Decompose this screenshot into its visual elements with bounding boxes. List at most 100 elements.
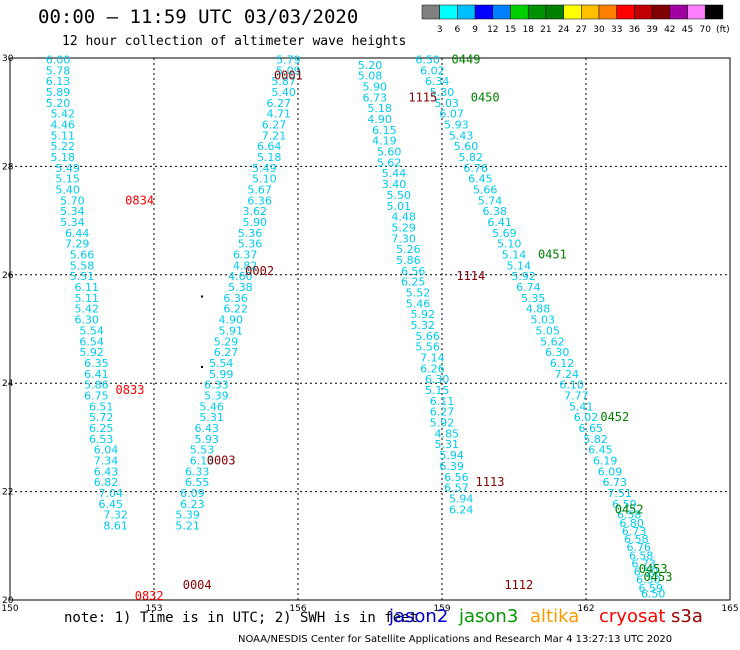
legend-tick-label: 27 [576, 25, 587, 35]
data-point: 5.03 [531, 314, 556, 327]
legend-tick-label: 39 [646, 25, 658, 35]
data-point: 5.86 [396, 254, 421, 267]
data-point: 6.50 [415, 53, 440, 66]
y-tick-label: 28 [2, 162, 14, 172]
data-point: 6.19 [593, 455, 618, 468]
data-point: 5.92 [430, 417, 455, 430]
data-point: 5.18 [367, 102, 392, 115]
data-point: 4.60 [228, 270, 253, 283]
data-point: 5.18 [51, 151, 76, 164]
data-point: 5.86 [84, 379, 109, 392]
data-point: 7.32 [103, 509, 128, 522]
data-point: 6.12 [550, 357, 575, 370]
data-point: 6.36 [223, 292, 248, 305]
time-label: 1112 [504, 578, 533, 592]
data-point: 5.49 [252, 162, 277, 175]
data-point: 5.29 [214, 335, 239, 348]
data-point: 5.26 [396, 243, 421, 256]
data-point: 6.09 [180, 487, 205, 500]
data-point: 6.51 [89, 400, 114, 413]
data-point: 5.09 [276, 64, 301, 77]
data-point: 5.51 [70, 270, 95, 283]
data-point: 5.31 [199, 411, 224, 424]
data-point: 5.20 [358, 59, 383, 72]
data-point: 5.11 [75, 292, 100, 305]
data-point: 5.54 [79, 324, 104, 337]
data-point: 5.36 [238, 227, 263, 240]
data-point: 7.21 [262, 129, 287, 142]
legend-tick-label: 12 [487, 25, 498, 35]
time-label: 0453 [639, 562, 668, 576]
data-point: 5.10 [497, 238, 522, 251]
data-point: 6.76 [463, 162, 488, 175]
data-point: 6.56 [401, 265, 426, 278]
data-point: 5.91 [219, 324, 244, 337]
mission-label-jason3: jason3 [459, 606, 519, 627]
data-point: 6.56 [444, 471, 469, 484]
marker-dot [201, 295, 203, 298]
data-point: 6.58 [617, 509, 642, 522]
data-point: 5.11 [51, 129, 76, 142]
time-label: 1114 [456, 269, 485, 283]
data-point: 5.22 [51, 140, 76, 153]
legend-swatch [527, 4, 547, 20]
data-point: 7.29 [65, 238, 90, 251]
mission-label-altika: altika [530, 606, 580, 627]
data-point: 6.27 [430, 406, 455, 419]
legend-tick-label: 15 [505, 25, 516, 35]
time-label: 1115 [408, 90, 437, 104]
data-point: 5.05 [535, 324, 560, 337]
data-point: 5.18 [257, 151, 282, 164]
data-point: 5.15 [425, 384, 450, 397]
time-labels: 0001 0002 0003 0004 0834 0833 0832 1115 1114 1113… [116, 52, 673, 603]
data-point: 6.57 [444, 482, 469, 495]
data-point: 6.38 [483, 205, 508, 218]
data-point: 6.23 [180, 498, 205, 511]
data-point: 6.10 [559, 379, 584, 392]
data-point: 5.34 [60, 216, 85, 229]
data-point: 5.70 [60, 194, 85, 207]
x-tick-label: 165 [721, 604, 738, 614]
data-point: 5.82 [583, 433, 608, 446]
legend-tick-label: 45 [682, 25, 693, 35]
data-point: 5.94 [439, 449, 464, 462]
data-point: 4.90 [367, 113, 392, 126]
data-point: 5.42 [75, 303, 100, 316]
data-point: 5.53 [190, 444, 215, 457]
data-point: 6.07 [439, 108, 464, 121]
data-point: 5.36 [238, 238, 263, 251]
legend-tick-label: 24 [558, 25, 570, 35]
data-point: 6.26 [420, 362, 445, 375]
data-point: 5.03 [435, 97, 460, 110]
data-point: 6.73 [363, 91, 388, 104]
data-point: 5.58 [70, 259, 95, 272]
data-point: 6.41 [487, 216, 512, 229]
legend-tick-label: 21 [540, 25, 551, 35]
data-point: 6.30 [425, 373, 450, 386]
data-point: 6.13 [190, 455, 215, 468]
y-tick-label: 26 [2, 271, 14, 281]
legend-swatch [439, 4, 458, 20]
data-point: 6.44 [65, 227, 90, 240]
data-point: 6.34 [425, 75, 450, 88]
data-point: 7.34 [94, 455, 119, 468]
x-tick-label: 156 [289, 604, 306, 614]
data-point: 5.08 [358, 70, 383, 83]
data-point: 6.74 [516, 281, 541, 294]
legend-swatch [421, 4, 440, 20]
data-point: 5.74 [478, 194, 503, 207]
data-points: 6.005.786.135.895.205.424.465.115.225.18… [46, 53, 666, 600]
time-label: 0451 [538, 248, 567, 262]
data-point: 4.88 [526, 303, 551, 316]
x-tick-label: 153 [145, 604, 162, 614]
data-point: 5.66 [70, 249, 95, 262]
data-point: 5.60 [454, 140, 479, 153]
data-point: 5.30 [430, 86, 455, 99]
x-tick-label: 150 [1, 604, 18, 614]
time-label: 0449 [452, 52, 481, 66]
data-point: 5.62 [540, 335, 565, 348]
data-point: 5.42 [51, 108, 76, 121]
data-point: 6.30 [636, 574, 661, 587]
data-point: 5.52 [406, 286, 431, 299]
data-point: 5.39 [175, 509, 200, 522]
